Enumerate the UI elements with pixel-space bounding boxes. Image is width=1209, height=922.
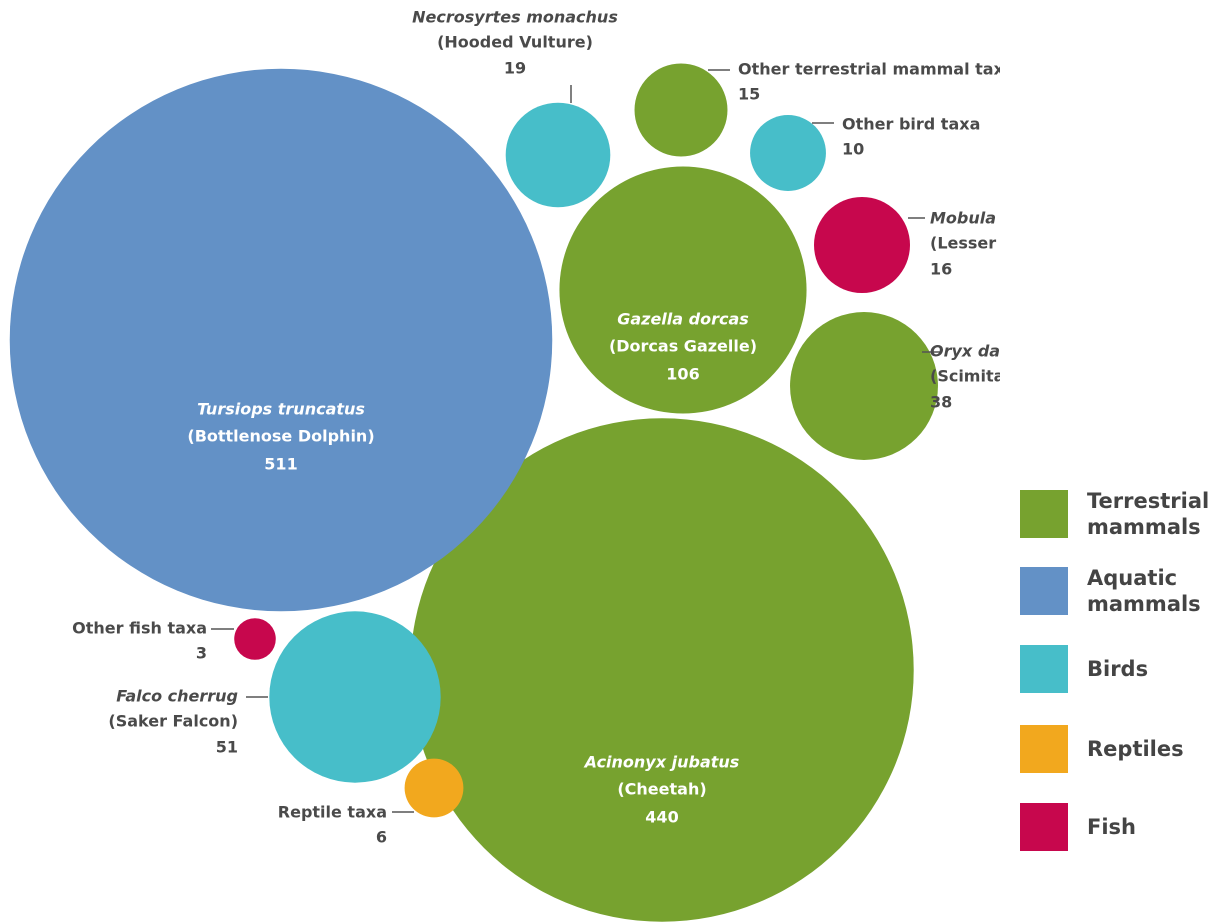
bubble — [505, 102, 611, 208]
common-name: (Scimitar-horned Oryx) — [930, 367, 1000, 386]
legend-swatch — [1020, 725, 1068, 773]
legend-swatch — [1020, 567, 1068, 615]
common-name: (Bottlenose Dolphin) — [187, 427, 374, 446]
legend-label: Birds — [1087, 657, 1149, 681]
bubble-label: Oryx dammah — [930, 342, 1000, 361]
value-label: 3 — [196, 644, 207, 663]
bubble-label: Reptile taxa — [278, 803, 387, 822]
value-label: 440 — [645, 808, 678, 827]
bubble — [269, 611, 441, 783]
legend-swatch — [1020, 645, 1068, 693]
bubble-label: Other fish taxa — [72, 619, 207, 638]
bubble — [750, 115, 826, 191]
bubble — [790, 312, 938, 460]
legend-label: Reptiles — [1087, 737, 1184, 761]
common-name: (Lesser Devil Ray) — [930, 234, 1000, 253]
value-label: 106 — [666, 365, 699, 384]
value-label: 6 — [376, 828, 387, 847]
legend-item: Reptiles — [1020, 725, 1209, 773]
legend-swatch — [1020, 803, 1068, 851]
legend-item: Aquatic mammals — [1020, 565, 1209, 617]
common-name: (Saker Falcon) — [108, 712, 238, 731]
bubble-label: Tursiops truncatus — [197, 400, 365, 419]
common-name: (Hooded Vulture) — [437, 33, 593, 52]
value-label: 511 — [264, 455, 297, 474]
bubble-label: Other bird taxa — [842, 115, 980, 134]
bubble — [410, 418, 914, 922]
bubble — [9, 68, 553, 612]
value-label: 19 — [504, 59, 526, 78]
value-label: 16 — [930, 260, 952, 279]
legend-item: Birds — [1020, 645, 1209, 693]
bubble-chart: Gazella dorcas(Dorcas Gazelle)106Acinony… — [9, 8, 1138, 922]
bubble-label: Necrosyrtes monachus — [412, 8, 618, 27]
common-name: (Cheetah) — [617, 780, 706, 799]
legend-label: Aquatic mammals — [1087, 566, 1201, 616]
bubble — [814, 197, 910, 293]
bubble-label: Falco cherrug — [116, 687, 238, 706]
bubble — [559, 166, 807, 414]
value-label: 51 — [216, 738, 238, 757]
bubble — [404, 758, 464, 818]
legend-item: Terrestrial mammals — [1020, 488, 1209, 540]
value-label: 10 — [842, 140, 864, 159]
bubble — [234, 618, 276, 660]
legend-label: Terrestrial mammals — [1087, 489, 1209, 539]
bubble-label: Gazella dorcas — [617, 310, 749, 329]
common-name: (Dorcas Gazelle) — [609, 337, 757, 356]
bubble-label: Acinonyx jubatus — [583, 753, 740, 772]
bubble-label: Other terrestrial mammal taxa — [738, 60, 1000, 79]
bubble — [634, 63, 728, 157]
legend-item: Fish — [1020, 803, 1209, 851]
legend-swatch — [1020, 490, 1068, 538]
value-label: 15 — [738, 85, 760, 104]
value-label: 38 — [930, 393, 952, 412]
legend-label: Fish — [1087, 815, 1136, 839]
bubble-label: Mobula hypostoma — [930, 209, 1000, 228]
